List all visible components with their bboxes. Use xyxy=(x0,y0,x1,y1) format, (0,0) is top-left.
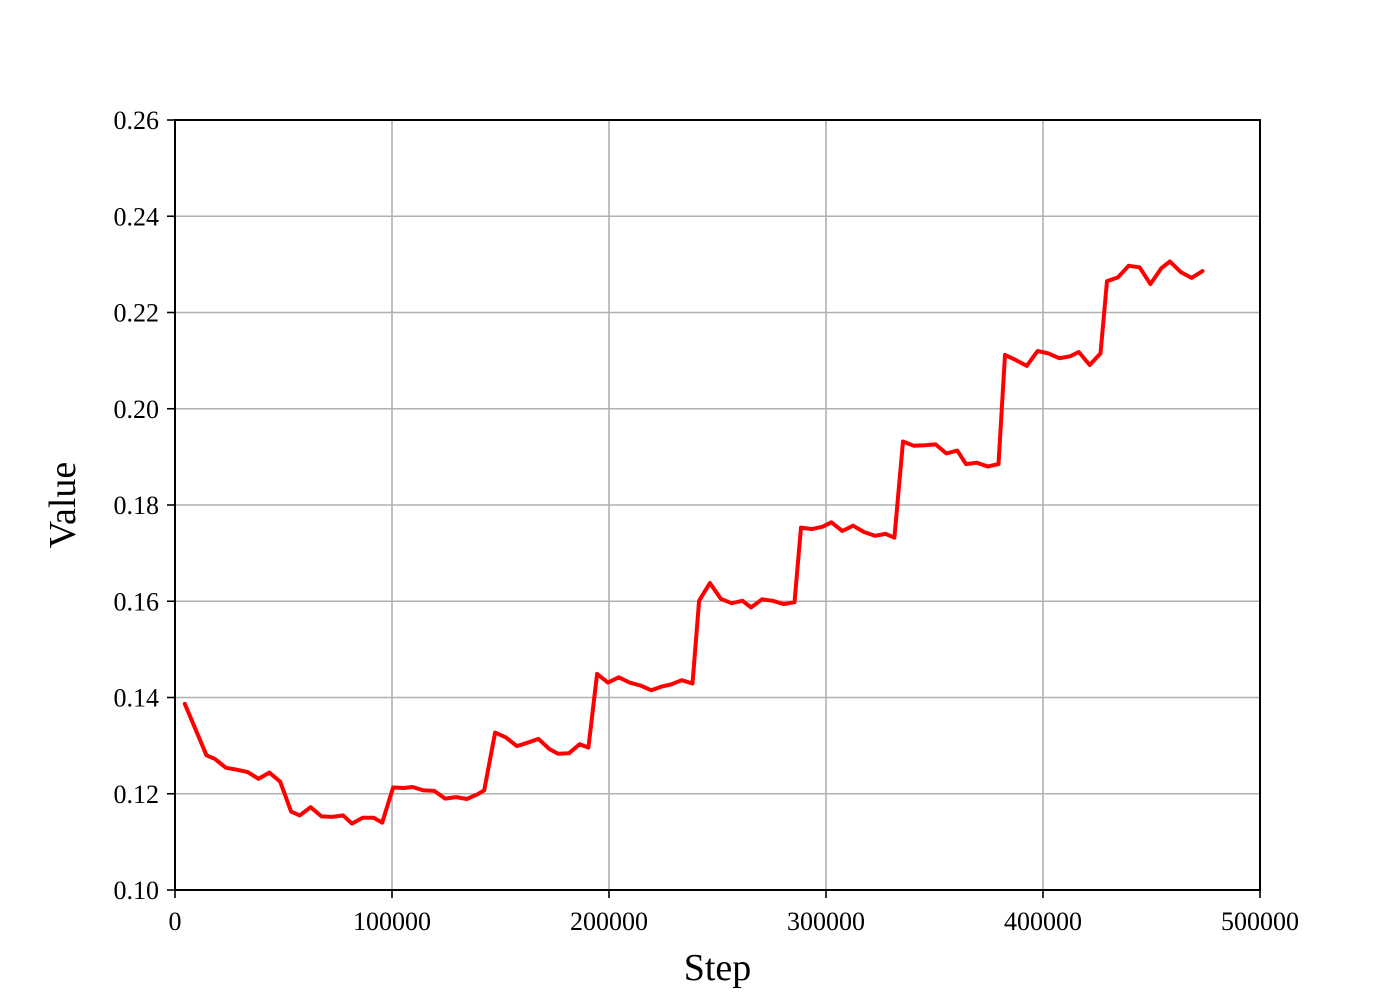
tick-labels: 0 100000 200000 300000 400000 500000 0.10 0.12 0… xyxy=(114,106,1300,936)
x-tick-label: 500000 xyxy=(1221,907,1299,936)
x-tick-label: 400000 xyxy=(1004,907,1082,936)
x-tick-label: 0 xyxy=(169,907,182,936)
x-tick-label: 300000 xyxy=(787,907,865,936)
series-layer xyxy=(182,259,1205,826)
y-tick-label: 0.18 xyxy=(114,491,160,520)
y-tick-label: 0.12 xyxy=(114,780,160,809)
x-axis-title: Step xyxy=(684,947,752,989)
y-axis-title: Value xyxy=(42,462,84,549)
y-tick-label: 0.10 xyxy=(114,876,160,905)
y-tick-label: 0.20 xyxy=(114,395,160,424)
y-tick-label: 0.16 xyxy=(114,587,160,616)
x-tick-label: 100000 xyxy=(353,907,431,936)
grid-lines xyxy=(174,119,1261,891)
x-tick-label: 200000 xyxy=(570,907,648,936)
y-tick-label: 0.14 xyxy=(114,684,160,713)
series-line xyxy=(182,259,1205,826)
y-tick-label: 0.24 xyxy=(114,202,160,231)
y-tick-label: 0.26 xyxy=(114,106,160,135)
y-tick-label: 0.22 xyxy=(114,299,160,328)
axis-ticks xyxy=(167,119,1261,898)
